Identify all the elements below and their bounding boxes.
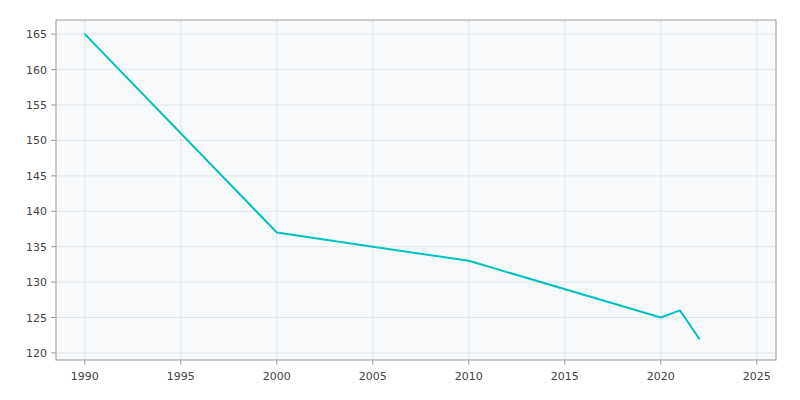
y-tick <box>51 175 56 176</box>
y-tick <box>51 211 56 212</box>
x-tick <box>468 360 469 365</box>
x-tick <box>564 360 565 365</box>
x-grid-line <box>180 20 181 360</box>
y-tick-label: 140 <box>26 205 47 218</box>
y-grid-line <box>56 317 776 318</box>
y-tick <box>51 69 56 70</box>
y-grid-line <box>56 352 776 353</box>
y-tick <box>51 246 56 247</box>
y-tick-label: 145 <box>26 170 47 183</box>
y-grid-line <box>56 140 776 141</box>
y-tick <box>51 352 56 353</box>
x-tick-label: 2000 <box>263 370 291 383</box>
x-tick <box>372 360 373 365</box>
chart-svg: 1990 1995 2000 2005 2010 2015 2020 2025 120 125 13… <box>0 0 800 400</box>
y-grid-line <box>56 34 776 35</box>
y-tick <box>51 34 56 35</box>
y-tick-label: 150 <box>26 134 47 147</box>
x-grid-line <box>564 20 565 360</box>
y-tick <box>51 140 56 141</box>
x-tick-label: 1990 <box>71 370 99 383</box>
x-tick-label: 1995 <box>167 370 195 383</box>
x-tick-label: 2025 <box>743 370 771 383</box>
x-grid-line <box>276 20 277 360</box>
y-tick <box>51 105 56 106</box>
y-grid-line <box>56 282 776 283</box>
y-tick-label: 165 <box>26 28 47 41</box>
y-grid-line <box>56 69 776 70</box>
y-grid-line <box>56 105 776 106</box>
y-tick-label: 125 <box>26 312 47 325</box>
y-tick-label: 135 <box>26 241 47 254</box>
line <box>85 34 699 339</box>
y-tick-label: 155 <box>26 99 47 112</box>
x-tick-label: 2010 <box>455 370 483 383</box>
x-tick <box>84 360 85 365</box>
y-grid-line <box>56 175 776 176</box>
series <box>85 34 699 339</box>
grid <box>51 20 776 365</box>
x-tick-label: 2020 <box>647 370 675 383</box>
y-grid-line <box>56 246 776 247</box>
y-tick <box>51 317 56 318</box>
x-grid-line <box>756 20 757 360</box>
y-tick-label: 120 <box>26 347 47 360</box>
tick-labels: 1990 1995 2000 2005 2010 2015 2020 2025 120 125 13… <box>26 28 771 383</box>
x-grid-line <box>372 20 373 360</box>
x-grid-line <box>84 20 85 360</box>
plot-background <box>56 20 776 360</box>
chart-container: 1990 1995 2000 2005 2010 2015 2020 2025 120 125 13… <box>0 0 800 400</box>
x-grid-line <box>660 20 661 360</box>
x-tick <box>756 360 757 365</box>
x-tick <box>276 360 277 365</box>
x-tick <box>660 360 661 365</box>
x-tick <box>180 360 181 365</box>
x-tick-label: 2015 <box>551 370 579 383</box>
y-tick-label: 160 <box>26 64 47 77</box>
x-grid-line <box>468 20 469 360</box>
x-tick-label: 2005 <box>359 370 387 383</box>
y-grid-line <box>56 211 776 212</box>
y-tick <box>51 282 56 283</box>
y-tick-label: 130 <box>26 276 47 289</box>
plot-frame <box>56 20 776 360</box>
